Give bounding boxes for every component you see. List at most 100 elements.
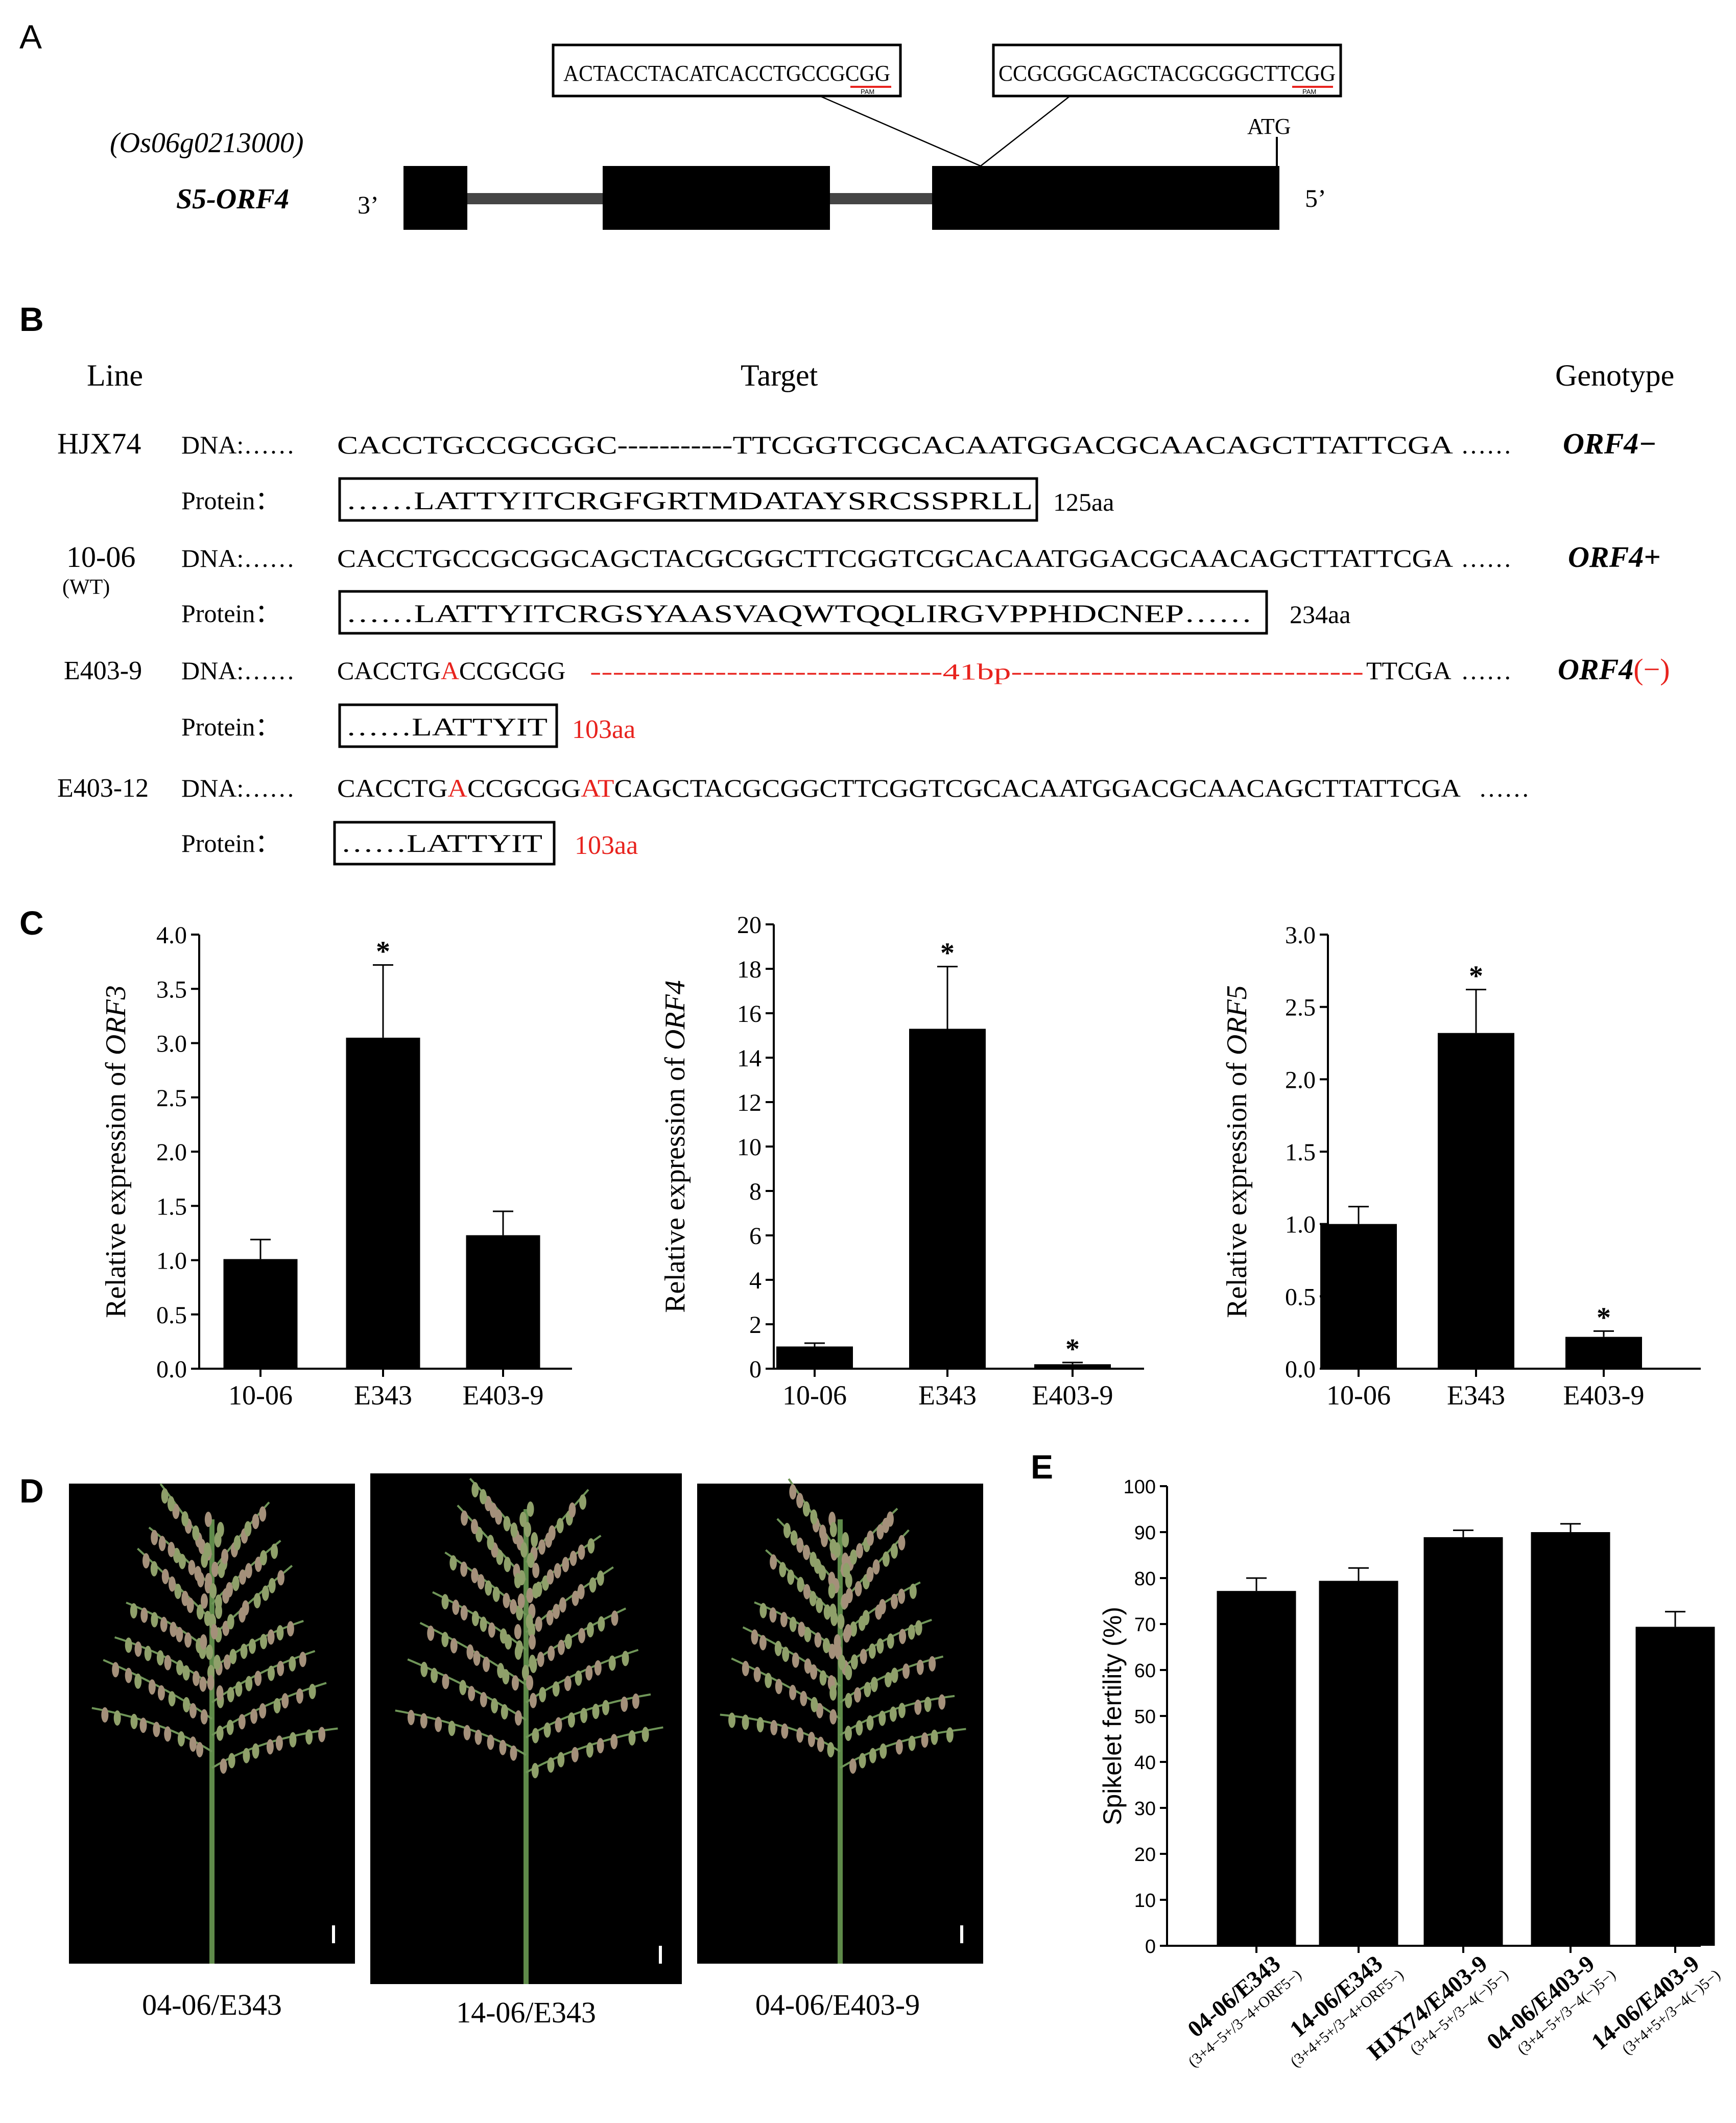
- y-tick-label: 0: [1145, 1936, 1156, 1958]
- spikelet: [205, 1573, 212, 1588]
- spikelet: [431, 1667, 438, 1683]
- spikelet: [151, 1612, 158, 1628]
- spikelet: [803, 1584, 811, 1600]
- panel-label-a: A: [19, 18, 42, 56]
- line-1006-sub: (WT): [62, 576, 110, 599]
- spikelet: [150, 1561, 158, 1577]
- spikelet: [796, 1727, 804, 1743]
- y-tick-label: 8: [749, 1178, 762, 1205]
- y-axis-label-prefix: Relative expression of: [100, 1055, 132, 1318]
- spikelet: [594, 1660, 602, 1676]
- spikelet: [895, 1739, 903, 1755]
- bar: [1635, 1627, 1715, 1946]
- spikelet: [139, 1718, 147, 1733]
- spikelet: [796, 1493, 804, 1509]
- spikelet: [204, 1512, 212, 1527]
- length-e403-9: 103aa: [572, 715, 635, 744]
- spikelet: [214, 1532, 222, 1547]
- bar: [1531, 1532, 1610, 1946]
- spikelet: [872, 1559, 880, 1575]
- dna-ellipsis-1006: ……: [1461, 544, 1512, 573]
- spikelet: [527, 1553, 535, 1568]
- spikelet: [802, 1501, 810, 1517]
- y-tick-label: 4: [749, 1267, 762, 1294]
- panicle-caption-2: 14-06/E343: [456, 1996, 596, 2029]
- protein-e403-9: ……LATTYIT: [346, 712, 548, 741]
- spikelet: [168, 1542, 175, 1558]
- spikelet: [227, 1614, 234, 1630]
- spikelet: [878, 1710, 886, 1726]
- spikelet: [461, 1510, 468, 1526]
- spikelet: [176, 1660, 184, 1676]
- scale-bar: [960, 1925, 963, 1943]
- spikelet: [160, 1616, 168, 1632]
- spikelet: [407, 1710, 415, 1726]
- panicle-caption-1: 04-06/E343: [142, 1988, 282, 2021]
- target-connector-2: [980, 96, 1071, 166]
- y-tick-label: 3.0: [1285, 922, 1316, 949]
- panicle-photo: [370, 1473, 682, 1984]
- spikelet: [829, 1522, 837, 1537]
- spikelet: [227, 1687, 234, 1703]
- x-tick-label: E343: [354, 1380, 412, 1411]
- spikelet: [580, 1708, 588, 1724]
- spikelet: [174, 1583, 182, 1599]
- spikelet: [622, 1651, 629, 1666]
- spikelet: [501, 1704, 508, 1720]
- panel-d: D 04-06/E343 14-06/E343 04-06/E403-9: [19, 1472, 983, 2029]
- spikelet: [783, 1522, 791, 1538]
- spikelet: [641, 1727, 649, 1743]
- protein-label-e403-9: Protein：: [181, 712, 280, 741]
- chart-orf4: 0 2 4 6 8 10 12 14 16 18 20 Relative expression of …: [659, 912, 1144, 1411]
- spikelet: [855, 1543, 863, 1559]
- spikelet: [850, 1549, 858, 1565]
- pam-label-2: PAM: [1302, 88, 1316, 96]
- significance-mark: *: [1597, 1302, 1611, 1333]
- spikelet: [164, 1655, 172, 1671]
- y-tick-label: 80: [1134, 1568, 1156, 1590]
- spikelet: [130, 1603, 137, 1619]
- spikelet: [789, 1685, 797, 1701]
- spikelet: [557, 1752, 565, 1768]
- spikelet: [134, 1673, 142, 1689]
- spikelet: [514, 1573, 521, 1588]
- length-hjx74: 125aa: [1053, 488, 1114, 516]
- spikelet: [819, 1524, 826, 1540]
- y-tick-label: 20: [1134, 1844, 1156, 1866]
- spikelet: [254, 1671, 262, 1686]
- spikelet: [487, 1535, 494, 1550]
- protein-label-e403-12: Protein：: [181, 829, 280, 857]
- spikelet: [276, 1625, 284, 1641]
- spikelet: [207, 1675, 215, 1690]
- panel-e: E 0 10 20 30 40 50 60 70 80 90 100 Spikelet fertili…: [1031, 1448, 1723, 2070]
- spikelet: [592, 1703, 600, 1719]
- spikelet: [491, 1698, 498, 1713]
- spikelet: [459, 1680, 467, 1696]
- spikelet: [209, 1583, 217, 1599]
- spikelet: [577, 1584, 585, 1600]
- spikelet: [589, 1577, 597, 1593]
- spikelet: [810, 1509, 818, 1525]
- header-line: Line: [87, 359, 143, 392]
- spikelet: [759, 1635, 767, 1651]
- spikelet: [235, 1681, 243, 1697]
- spikelet: [809, 1591, 817, 1607]
- spikelet: [823, 1604, 831, 1620]
- chart-fertility: 0 10 20 30 40 50 60 70 80 90 100 Spikelet fertility…: [1098, 1476, 1723, 2070]
- spikelet: [628, 1730, 636, 1746]
- spikelet: [199, 1676, 207, 1692]
- spikelet: [510, 1745, 517, 1761]
- spikelet: [854, 1687, 862, 1703]
- exon-2: [603, 166, 830, 230]
- spikelet: [148, 1679, 156, 1695]
- spikelet: [829, 1604, 837, 1619]
- spikelet: [632, 1693, 639, 1709]
- spikelet: [568, 1502, 576, 1518]
- spikelet: [281, 1693, 289, 1709]
- x-tick-label: 10-06: [228, 1380, 293, 1411]
- spikelet: [435, 1716, 442, 1732]
- spikelet: [579, 1494, 587, 1510]
- spikelet: [142, 1553, 150, 1569]
- spikelet: [898, 1588, 906, 1604]
- spikelet: [140, 1607, 148, 1623]
